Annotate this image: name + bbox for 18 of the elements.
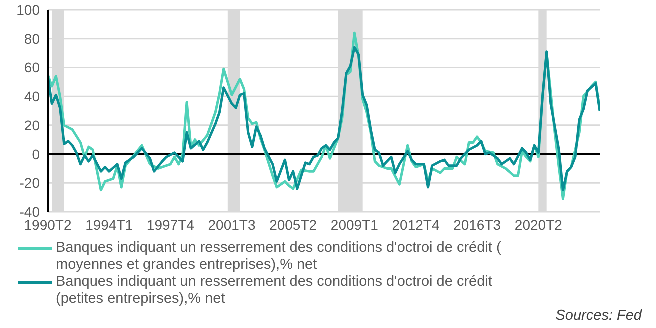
source-note: Sources: Fed <box>556 308 642 324</box>
y-tick-label: 60 <box>24 60 40 76</box>
y-tick-label: 0 <box>32 146 40 162</box>
y-tick-label: 80 <box>24 30 40 47</box>
x-tick-label: 2005T2 <box>270 216 318 233</box>
x-tick-label: 2009T1 <box>330 216 379 233</box>
x-tick-label: 1997T4 <box>146 216 195 233</box>
y-tick-label: 100 <box>16 2 40 18</box>
y-tick-label: -20 <box>20 175 40 192</box>
x-tick-label: 1994T1 <box>86 216 134 233</box>
x-tick-label: 2020T2 <box>514 216 563 233</box>
y-tick-label: 20 <box>24 117 40 134</box>
x-tick-label: 2001T3 <box>208 216 256 233</box>
x-tick-label: 2016T3 <box>454 216 502 233</box>
x-tick-label: 2012T4 <box>392 216 440 233</box>
y-tick-label: 40 <box>24 88 40 105</box>
legend-label: Banques indiquant un resserrement des conditions d'octroi de crédit ( moyennes et grandes entreprises),% net <box>56 240 502 274</box>
legend-label: Banques indiquant un resserrement des conditions d'octroi de crédit (petites entrepirses),% net <box>56 274 494 308</box>
